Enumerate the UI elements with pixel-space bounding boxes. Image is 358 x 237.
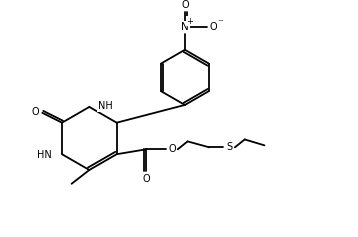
Text: O: O bbox=[181, 0, 189, 10]
Text: O: O bbox=[210, 22, 217, 32]
Text: HN: HN bbox=[38, 150, 52, 160]
Text: NH: NH bbox=[98, 101, 113, 111]
Text: O: O bbox=[168, 144, 176, 154]
Text: ⁻: ⁻ bbox=[217, 18, 223, 28]
Text: O: O bbox=[32, 107, 39, 117]
Text: O: O bbox=[142, 174, 150, 184]
Text: +: + bbox=[187, 17, 193, 26]
Text: S: S bbox=[226, 142, 232, 152]
Text: N: N bbox=[181, 22, 189, 32]
